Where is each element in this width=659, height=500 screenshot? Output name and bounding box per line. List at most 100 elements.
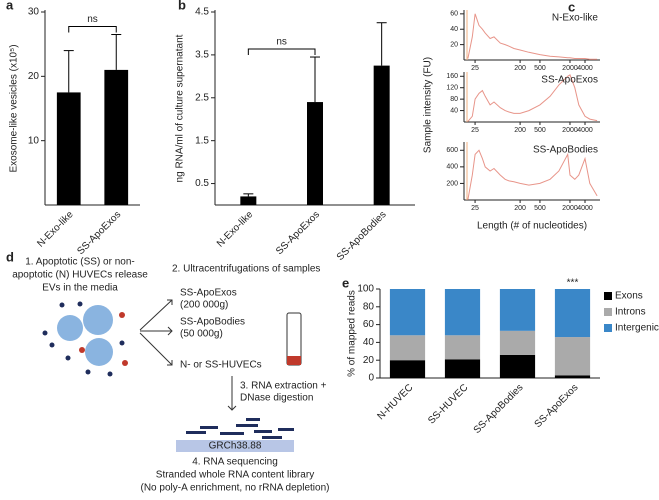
bar-segment [499, 289, 536, 331]
bar [104, 69, 129, 206]
panel-d: d 1. Apoptotic (SS) or non- apoptotic (N… [6, 249, 329, 493]
legend-label: Intergenic [615, 323, 659, 334]
y-tick-label: 400 [446, 164, 458, 171]
significance-label: ns [276, 37, 287, 48]
y-axis-label: Sample intensity (FU) [423, 57, 434, 153]
y-tick-label: 0.5 [195, 178, 209, 189]
x-tick-label: 4000 [577, 205, 593, 212]
vesicle [77, 301, 83, 307]
fraction-label: SS-ApoExos [180, 288, 237, 299]
y-tick-label: 60 [363, 319, 375, 330]
y-tick-label: 20 [28, 71, 40, 82]
y-tick-label: 1.5 [195, 135, 209, 146]
legend-label: Exons [615, 291, 643, 302]
bar-segment [389, 335, 426, 361]
panel-letter: d [6, 249, 14, 264]
fraction-label: SS-ApoBodies [180, 317, 245, 328]
legend-label: Introns [615, 307, 646, 318]
fraction-label: (200 000g) [180, 300, 228, 311]
error-bar [111, 34, 122, 70]
y-tick-label: 40 [363, 337, 375, 348]
vesicle [119, 340, 125, 346]
bar-segment [444, 335, 481, 360]
arrows [139, 299, 237, 411]
fraction-label: N- or SS-HUVECs [180, 360, 262, 371]
y-tick-label: 0 [368, 373, 374, 384]
significance-label: ns [87, 14, 98, 25]
error-bar [310, 56, 320, 103]
x-tick-label: N-HUVEC [375, 382, 415, 422]
significance-label: *** [567, 278, 579, 289]
significance-bracket [247, 48, 316, 56]
x-tick-label: SS-ApoBodies [335, 209, 389, 263]
x-tick-label: 4000 [577, 65, 593, 72]
bar-segment [499, 330, 536, 355]
y-tick-label: 120 [446, 85, 458, 92]
pellet [287, 356, 301, 365]
genome-bar [176, 440, 294, 452]
vesicle [79, 347, 85, 353]
legend-swatch [604, 292, 612, 300]
x-tick-label: N-Exo-like [35, 209, 76, 250]
y-tick-label: 30 [28, 7, 40, 18]
trace-label: N-Exo-like [552, 13, 599, 24]
error-bar [243, 193, 254, 197]
bar-segment [554, 337, 591, 376]
x-tick-label: 25 [471, 65, 479, 72]
y-tick-label: 10 [28, 135, 40, 146]
bar-segment [554, 289, 591, 338]
x-tick-label: SS-ApoBodies [472, 382, 526, 436]
step-text: Stranded whole RNA content library [156, 470, 314, 481]
cell [83, 305, 113, 335]
bar-segment [389, 360, 426, 378]
trace [467, 149, 598, 200]
bar [373, 65, 390, 205]
x-tick-label: SS-ApoExos [274, 209, 322, 257]
vesicle [42, 330, 48, 336]
y-axis-label: Exosome-like vesicles (x10⁵) [9, 44, 20, 172]
panel-letter: c [568, 0, 575, 14]
trace-label: SS-ApoBodies [533, 145, 598, 156]
y-axis-label: % of mapped reads [347, 290, 358, 377]
step-text: apoptotic (N) HUVECs release [12, 270, 148, 281]
y-tick-label: 600 [446, 147, 458, 154]
bar [240, 196, 257, 205]
bar-segment [499, 354, 536, 378]
fraction-label: (50 000g) [180, 329, 223, 340]
x-tick-label: N-Exo-like [215, 209, 256, 250]
y-tick-label: 200 [446, 180, 458, 187]
error-bar [63, 50, 74, 93]
y-axis-label: ng RNA/ml of culture supernatant [175, 34, 186, 182]
x-tick-label: 2000 [562, 127, 578, 134]
y-tick-label: 80 [363, 301, 375, 312]
x-tick-label: 500 [534, 65, 546, 72]
x-tick-label: 500 [534, 205, 546, 212]
step-text: 2. Ultracentrifugations of samples [172, 264, 320, 275]
x-tick-label: 200 [514, 127, 526, 134]
y-tick-label: 3.5 [195, 50, 209, 61]
y-tick-label: 40 [450, 107, 458, 114]
x-tick-label: 25 [471, 127, 479, 134]
step-text: EVs in the media [42, 283, 118, 294]
trace [467, 74, 598, 122]
x-tick-label: SS-HUVEC [426, 382, 470, 426]
vesicle [65, 355, 71, 361]
bar-segment [554, 375, 591, 378]
bar-segment [444, 359, 481, 378]
cell [85, 338, 113, 366]
x-tick-label: 2000 [562, 65, 578, 72]
x-tick-label: 2000 [562, 205, 578, 212]
y-tick-label: 4.5 [195, 7, 209, 18]
y-tick-label: 20 [363, 355, 375, 366]
x-axis-label: Length (# of nucleotides) [477, 221, 587, 232]
bar-segment [389, 289, 426, 336]
panel-letter: a [6, 0, 14, 12]
x-tick-label: 4000 [577, 127, 593, 134]
vesicle [119, 312, 125, 318]
y-tick-label: 20 [450, 41, 458, 48]
x-tick-label: 200 [514, 65, 526, 72]
vesicle [122, 360, 128, 366]
step-text: 4. RNA sequencing [192, 457, 278, 468]
vesicle [107, 371, 113, 377]
